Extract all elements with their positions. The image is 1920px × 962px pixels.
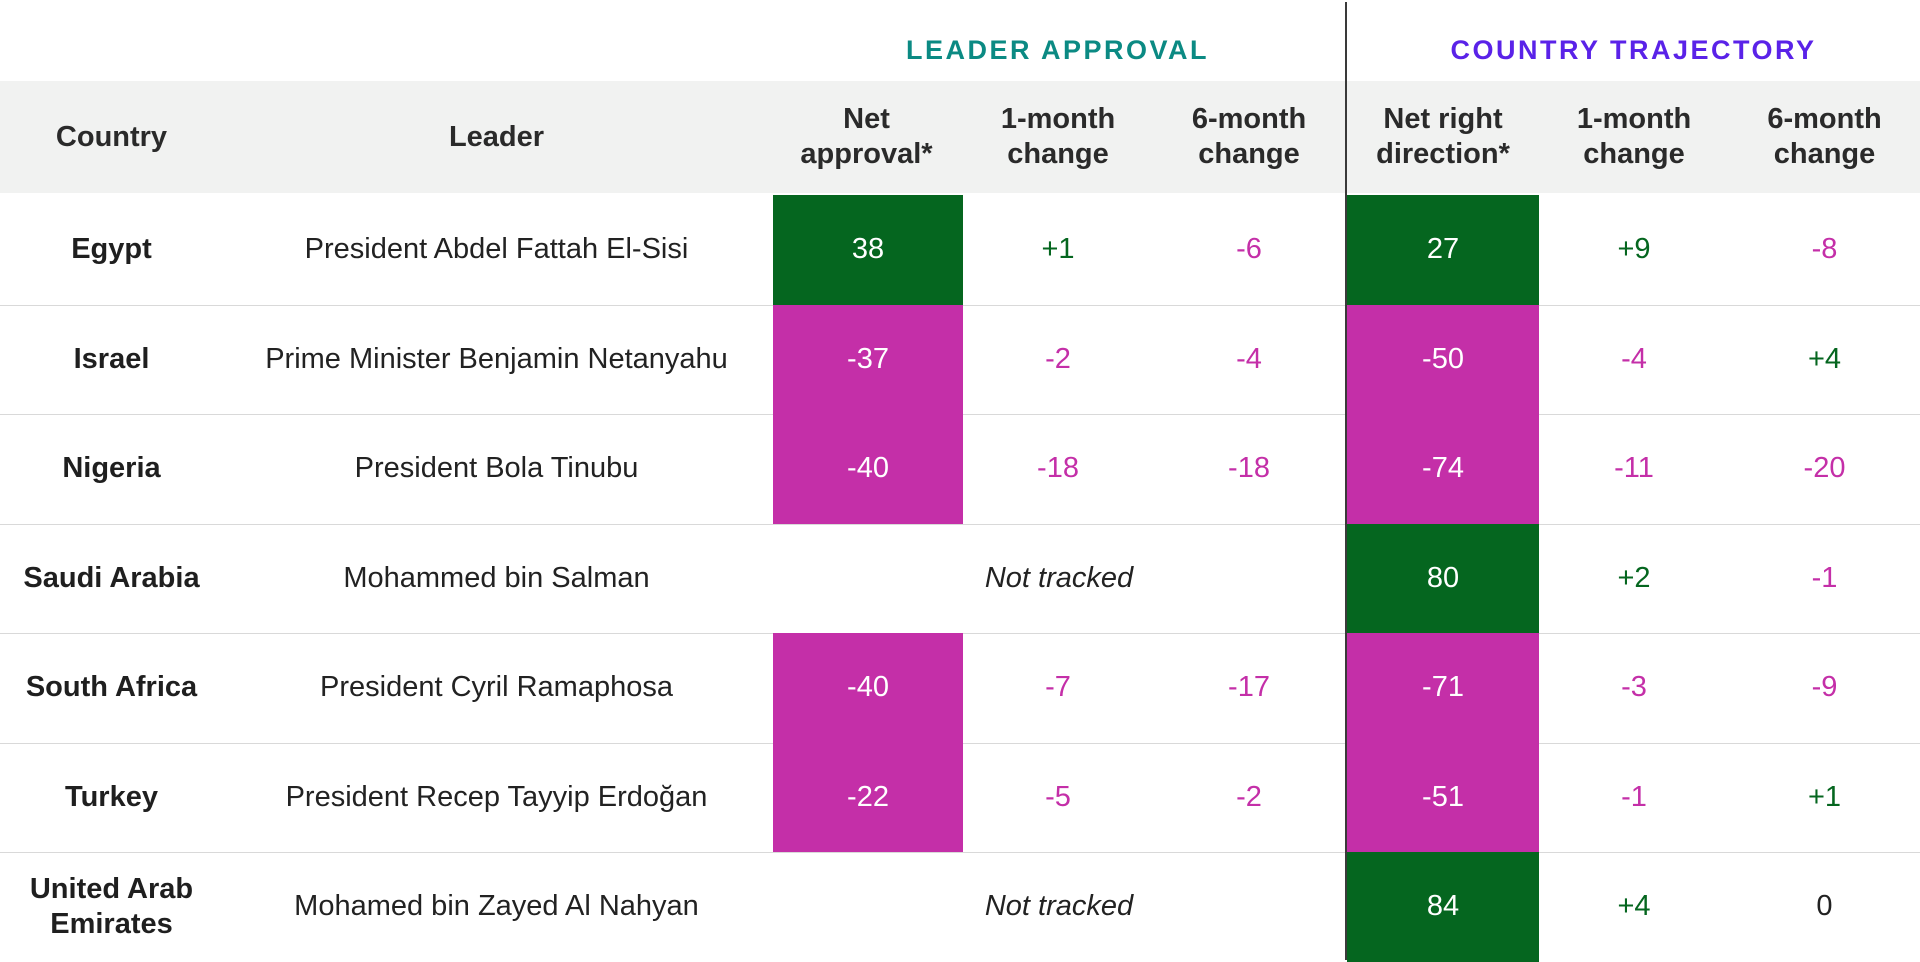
leader-6-month-change-israel: -4 [1236,342,1262,375]
trajectory-6-month-change-saudi-arabia: -1 [1811,561,1838,594]
trajectory-6-month-change-south-africa: -9 [1811,671,1838,704]
trajectory-1-month-change-egypt: +9 [1617,233,1651,266]
trajectory-6-month-change-israel: +4 [1807,342,1842,375]
net-approval-cell-nigeria: -40 [773,414,963,524]
header-country: Country [55,120,168,153]
row-separator [0,524,1920,525]
header-band [0,81,1920,193]
country-cell-saudi-arabia: Saudi Arabia [23,561,200,594]
net-right-direction-cell-egypt: 27 [1347,195,1539,305]
leader-cell-nigeria: President Bola Tinubu [354,452,639,485]
country-cell-south-africa: South Africa [25,671,198,704]
country-cell-egypt: Egypt [71,233,152,266]
header-trajectory-6-month-change: 6-month change [1767,103,1882,170]
net-approval-cell-south-africa: -40 [773,633,963,743]
country-cell-turkey: Turkey [65,780,158,813]
row-separator [0,852,1920,853]
trajectory-1-month-change-israel: -4 [1621,342,1647,375]
trajectory-1-month-change-turkey: -1 [1621,780,1647,813]
net-right-direction-cell-south-africa: -71 [1347,633,1539,743]
trajectory-1-month-change-south-africa: -3 [1621,671,1647,704]
leader-approval-title: LEADER APPROVAL [905,34,1210,65]
leader-cell-turkey: President Recep Tayyip Erdoğan [285,780,708,813]
net-right-direction-cell-saudi-arabia: 80 [1347,523,1539,633]
trajectory-6-month-change-united-arab-emirates: 0 [1816,890,1833,923]
header-leader: Leader [448,120,545,153]
header-net-right-direction: Net right direction* [1376,103,1510,170]
header-leader-6-month-change: 6-month change [1191,103,1307,170]
net-approval-cell-israel: -37 [773,304,963,414]
group-divider [1345,2,1347,960]
country-cell-nigeria: Nigeria [62,452,161,485]
not-tracked-label-saudi-arabia: Not tracked [984,561,1134,594]
country-trajectory-title: COUNTRY TRAJECTORY [1450,34,1817,65]
net-right-direction-cell-turkey: -51 [1347,742,1539,852]
leader-cell-south-africa: President Cyril Ramaphosa [320,671,673,704]
trajectory-1-month-change-nigeria: -11 [1614,452,1654,485]
leader-1-month-change-israel: -2 [1045,342,1071,375]
net-approval-cell-turkey: -22 [773,742,963,852]
leader-6-month-change-south-africa: -17 [1228,671,1270,704]
leader-6-month-change-nigeria: -18 [1228,452,1270,485]
leader-6-month-change-egypt: -6 [1236,233,1262,266]
leader-cell-united-arab-emirates: Mohamed bin Zayed Al Nahyan [294,890,699,923]
net-right-direction-cell-israel: -50 [1347,304,1539,414]
trajectory-1-month-change-united-arab-emirates: +4 [1617,890,1651,923]
leader-cell-saudi-arabia: Mohammed bin Salman [343,561,650,594]
header-trajectory-1-month-change: 1-month change [1576,103,1692,170]
trajectory-6-month-change-nigeria: -20 [1803,452,1846,485]
leader-6-month-change-turkey: -2 [1236,780,1262,813]
net-right-direction-cell-united-arab-emirates: 84 [1347,852,1539,962]
leader-1-month-change-egypt: +1 [1041,233,1075,266]
header-net-approval: Net approval* [800,103,933,170]
trajectory-6-month-change-egypt: -8 [1811,233,1838,266]
not-tracked-label-united-arab-emirates: Not tracked [984,890,1134,923]
country-cell-united-arab-emirates: United Arab Emirates [29,872,194,940]
header-leader-1-month-change: 1-month change [1000,103,1116,170]
leader-1-month-change-nigeria: -18 [1037,452,1079,485]
country-cell-israel: Israel [73,342,150,375]
leader-cell-israel: Prime Minister Benjamin Netanyahu [265,342,728,375]
leader-cell-egypt: President Abdel Fattah El-Sisi [304,233,689,266]
net-approval-cell-egypt: 38 [773,195,963,305]
net-right-direction-cell-nigeria: -74 [1347,414,1539,524]
leader-1-month-change-south-africa: -7 [1045,671,1071,704]
trajectory-1-month-change-saudi-arabia: +2 [1617,561,1651,594]
trajectory-6-month-change-turkey: +1 [1807,780,1842,813]
leader-1-month-change-turkey: -5 [1045,780,1071,813]
